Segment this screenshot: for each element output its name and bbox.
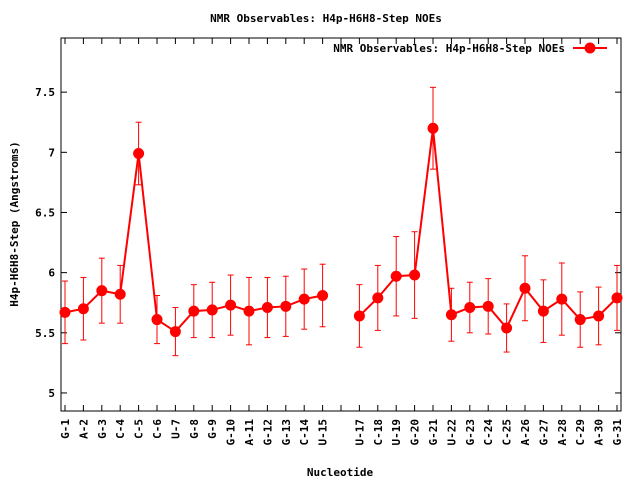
x-tick-label: G-13	[280, 419, 293, 446]
y-tick-label: 5	[48, 387, 55, 400]
y-tick-label: 7.5	[35, 86, 55, 99]
x-tick-label: U-22	[445, 419, 458, 446]
data-point	[390, 270, 402, 282]
x-tick-label: G-8	[188, 419, 201, 439]
x-tick-label: G-1	[59, 419, 72, 439]
data-point	[353, 310, 365, 322]
data-point	[427, 122, 439, 134]
plot-frame	[60, 37, 622, 412]
data-point	[77, 303, 89, 315]
y-axis: 5 5.5 6 6.5 7 7.5	[35, 86, 621, 400]
data-point	[317, 289, 329, 301]
data-point	[501, 322, 513, 334]
x-tick-label: C-6	[151, 419, 164, 439]
data-point	[611, 292, 623, 304]
legend-label: NMR Observables: H4p-H6H8-Step NOEs	[333, 42, 565, 55]
data-point	[537, 305, 549, 317]
data-point	[151, 314, 163, 326]
x-tick-label: G-31	[611, 419, 624, 446]
x-tick-label: C-29	[574, 419, 587, 446]
y-tick-label: 5.5	[35, 327, 55, 340]
x-tick-label: G-9	[206, 419, 219, 439]
y-axis-label: H4p-H6H8-Step (Angstroms)	[8, 141, 21, 307]
data-point	[409, 269, 421, 281]
x-tick-label: G-27	[537, 419, 550, 446]
x-tick-label: G-20	[409, 419, 422, 446]
x-tick-label: A-28	[556, 419, 569, 446]
x-tick-label: A-2	[77, 419, 90, 439]
data-point	[280, 300, 292, 312]
data-point	[59, 306, 71, 318]
data-point	[445, 309, 457, 321]
data-point	[298, 293, 310, 305]
data-point	[574, 314, 586, 326]
data-point	[243, 305, 255, 317]
x-tick-label: U-15	[317, 419, 330, 446]
data-point	[169, 326, 181, 338]
x-tick-label: G-3	[96, 419, 109, 439]
chart-title: NMR Observables: H4p-H6H8-Step NOEs	[210, 12, 442, 25]
data-point	[482, 300, 494, 312]
x-tick-label: C-14	[298, 419, 311, 446]
x-tick-label: A-30	[593, 419, 606, 446]
x-tick-label: C-4	[114, 419, 127, 439]
y-tick-label: 6.5	[35, 206, 55, 219]
x-tick-label: C-18	[372, 419, 385, 446]
data-point	[96, 285, 108, 297]
data-point	[225, 299, 237, 311]
data-point	[133, 148, 145, 160]
data-point	[114, 288, 126, 300]
x-tick-label: A-26	[519, 419, 532, 446]
y-tick-label: 6	[48, 267, 55, 280]
x-tick-label: C-5	[133, 419, 146, 439]
x-tick-label: C-25	[501, 419, 514, 446]
data-point	[206, 304, 218, 316]
legend-marker	[584, 42, 596, 54]
data-point	[188, 305, 200, 317]
data-point	[593, 310, 605, 322]
x-tick-label: G-21	[427, 419, 440, 446]
data-series	[59, 86, 623, 357]
x-tick-label: U-7	[169, 419, 182, 439]
data-point	[464, 302, 476, 314]
x-axis: G-1 A-2 G-3 C-4 C-5 C-6 U-7 G-8 G-9 G-10 A-11 G-12 G…	[59, 38, 624, 446]
x-tick-label: C-24	[482, 419, 495, 446]
x-tick-label: G-10	[225, 419, 238, 446]
y-tick-label: 7	[48, 146, 55, 159]
legend: NMR Observables: H4p-H6H8-Step NOEs	[333, 42, 607, 55]
x-tick-label: U-19	[390, 419, 403, 446]
data-point	[556, 293, 568, 305]
x-axis-label: Nucleotide	[307, 466, 374, 479]
data-point	[519, 282, 531, 294]
x-tick-label: G-12	[261, 419, 274, 446]
data-point	[372, 292, 384, 304]
data-point	[261, 302, 273, 314]
x-tick-label: U-17	[353, 419, 366, 446]
x-tick-label: G-23	[464, 419, 477, 446]
x-tick-label: A-11	[243, 419, 256, 446]
